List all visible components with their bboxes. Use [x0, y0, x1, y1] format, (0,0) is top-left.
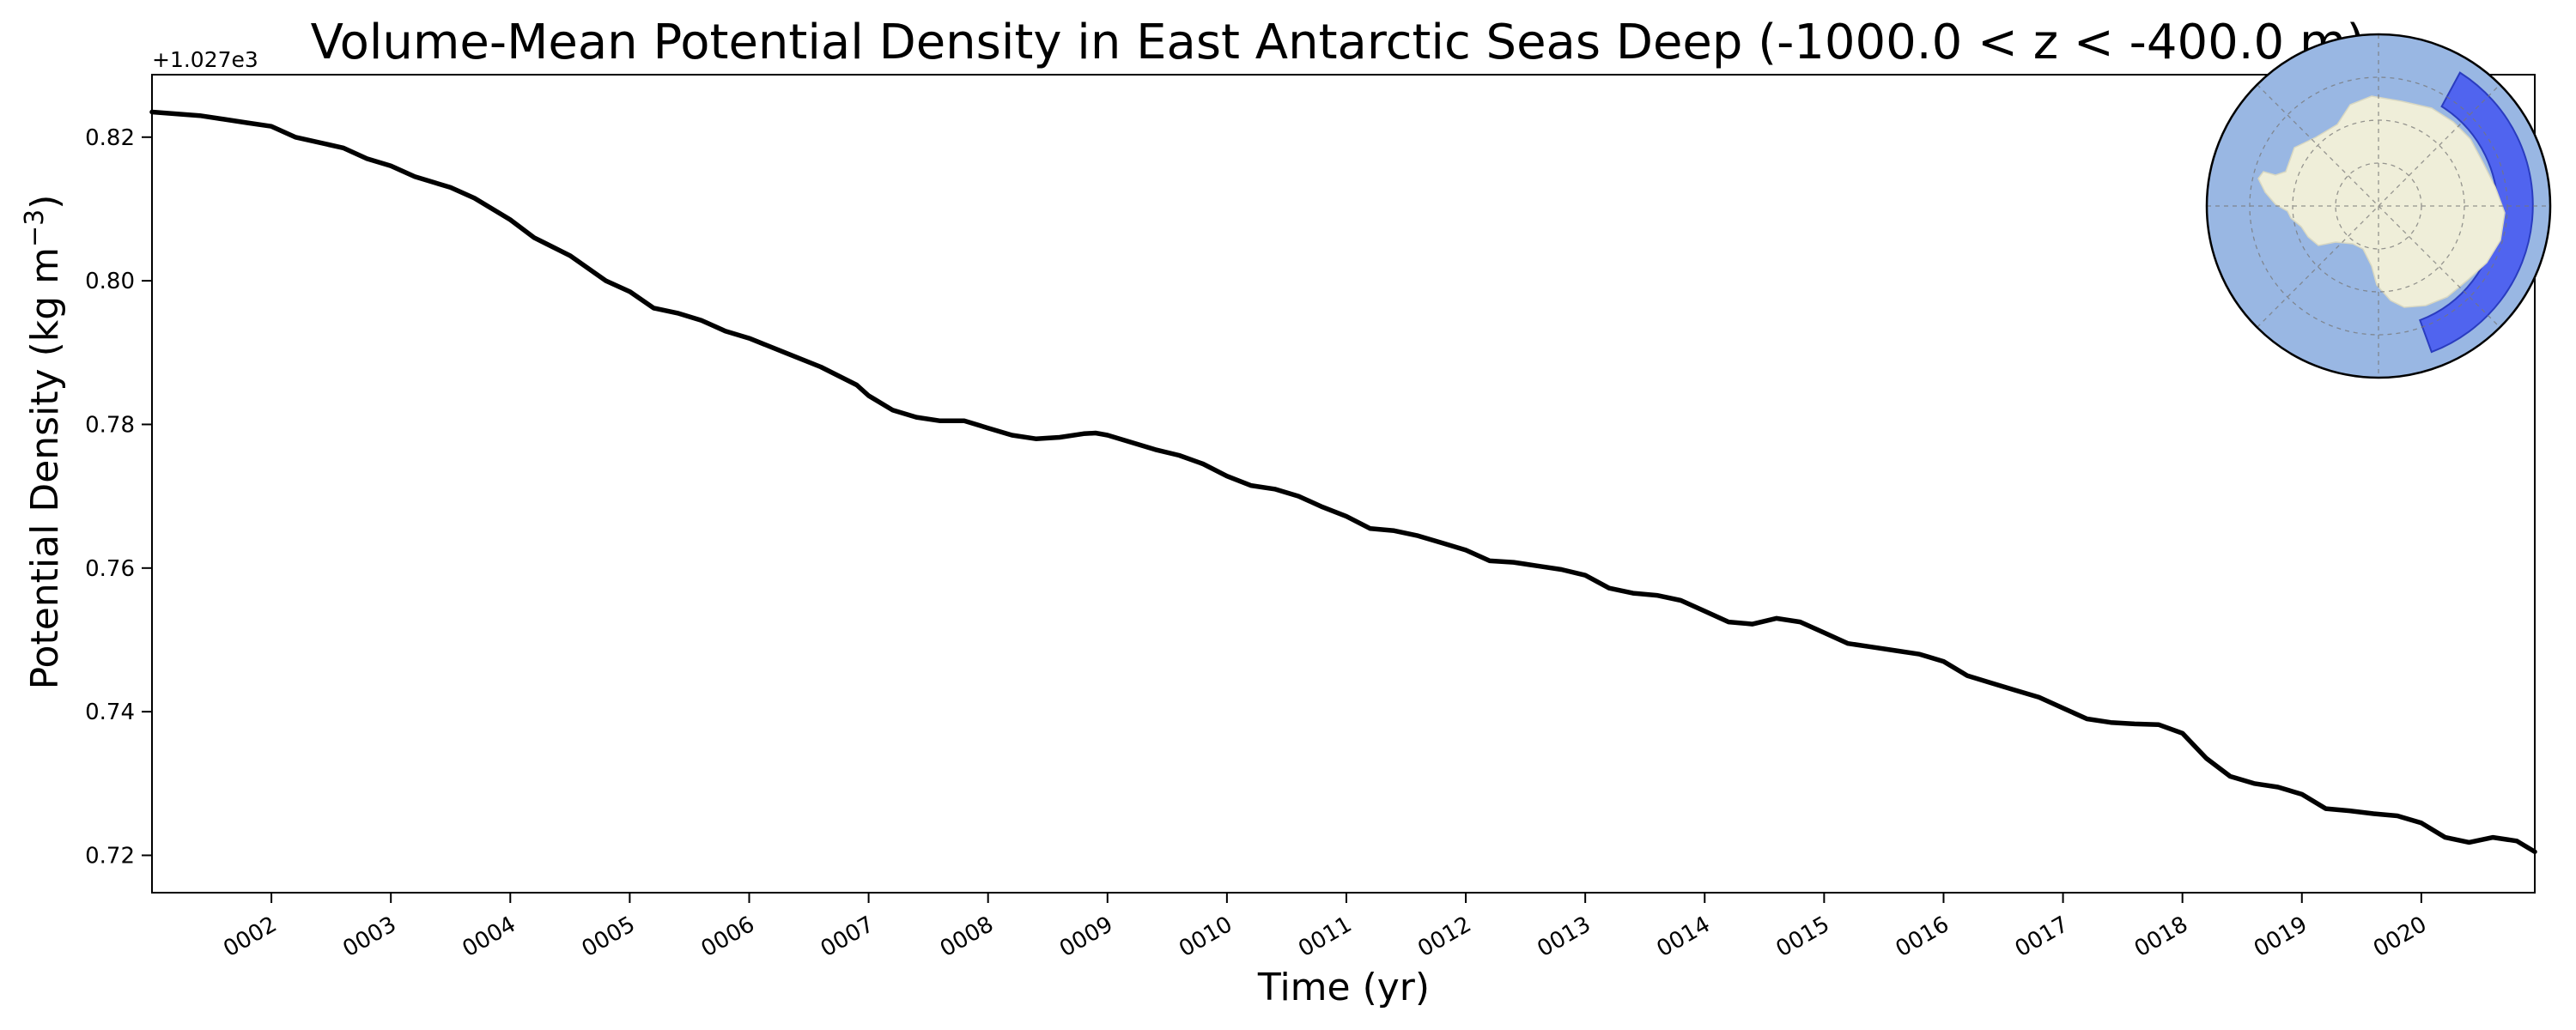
chart-title: Volume-Mean Potential Density in East An… — [311, 15, 2366, 70]
antarctica-landmass — [2257, 95, 2506, 308]
y-tick-label: 0.80 — [85, 269, 135, 294]
x-axis-label: Time (yr) — [1257, 966, 1430, 1009]
inset-map-border — [2205, 33, 2552, 379]
y-axis-ticks: 0.72 0.74 0.76 0.78 0.80 0.82 — [85, 125, 152, 869]
y-offset-label: +1.027e3 — [152, 47, 258, 72]
y-tick-label: 0.82 — [85, 125, 135, 151]
y-tick-label: 0.72 — [85, 843, 135, 869]
plot-frame — [151, 74, 2536, 894]
y-tick-label: 0.76 — [85, 556, 135, 582]
y-axis-label-main: Potential Density (kg m — [23, 247, 67, 689]
inset-graticule — [2207, 34, 2550, 378]
density-series-line — [149, 109, 2537, 855]
y-axis-label-close: ) — [23, 195, 67, 209]
y-tick-label: 0.78 — [85, 412, 135, 438]
east-antarctic-seas-region — [2419, 71, 2534, 354]
y-axis-label-exponent: −3 — [20, 209, 50, 247]
y-axis-label: Potential Density (kg m−3) — [20, 195, 67, 690]
y-tick-label: 0.74 — [85, 700, 135, 725]
antarctica-inset-map — [2205, 33, 2552, 379]
